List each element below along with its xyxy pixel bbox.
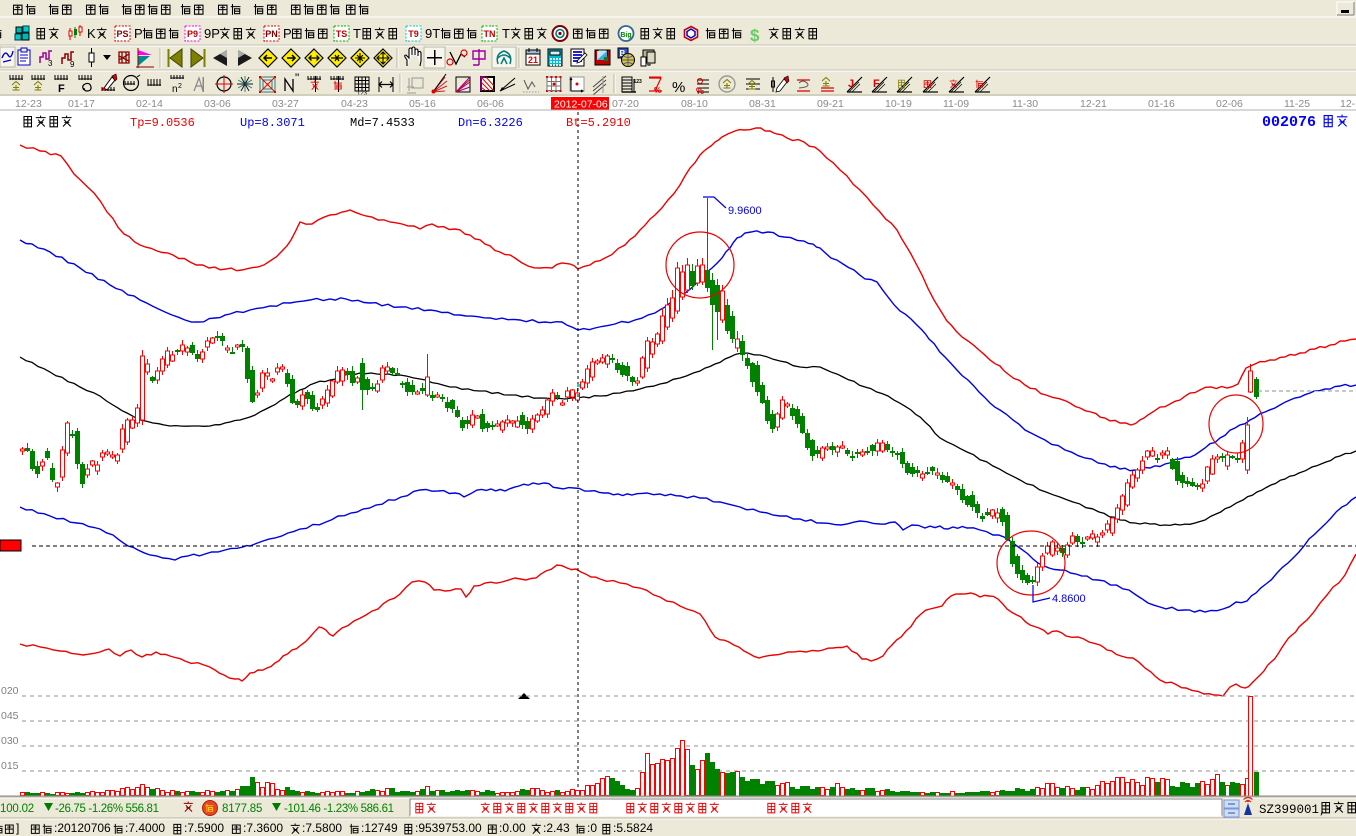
svg-text:03-06: 03-06 <box>204 98 231 110</box>
svg-text:08-31: 08-31 <box>749 98 776 110</box>
svg-text:n: n <box>172 84 178 95</box>
svg-text:10-19: 10-19 <box>885 98 912 110</box>
svg-text:01-17: 01-17 <box>68 98 95 110</box>
svg-text::9539753.00: :9539753.00 <box>415 821 482 835</box>
svg-text::7.3600: :7.3600 <box>243 821 283 835</box>
svg-text:9P: 9P <box>204 26 220 41</box>
svg-text:T: T <box>502 26 510 41</box>
svg-text:02-14: 02-14 <box>136 98 163 110</box>
svg-text:%: % <box>654 86 661 95</box>
svg-text:P: P <box>134 26 143 41</box>
svg-text:Bt=5.2910: Bt=5.2910 <box>566 116 631 130</box>
svg-text::12749: :12749 <box>361 821 398 835</box>
svg-text:Up=8.3071: Up=8.3071 <box>240 116 305 130</box>
svg-text:4.8600: 4.8600 <box>1052 593 1086 605</box>
svg-text:SZ399001,: SZ399001, <box>1259 803 1327 817</box>
svg-text:9T: 9T <box>425 26 440 41</box>
svg-text:12-1: 12-1 <box>1340 98 1356 110</box>
svg-text:P: P <box>283 26 292 41</box>
svg-text:09-21: 09-21 <box>817 98 844 110</box>
svg-text:-101.46 -1.23% 586.61: -101.46 -1.23% 586.61 <box>284 803 394 815</box>
svg-text:Big: Big <box>620 32 631 39</box>
svg-text::7.5800: :7.5800 <box>302 821 342 835</box>
svg-text:12-21: 12-21 <box>1080 98 1107 110</box>
svg-text::7.5900: :7.5900 <box>184 821 224 835</box>
svg-text:T9: T9 <box>408 29 419 39</box>
svg-text::2.43: :2.43 <box>543 821 570 835</box>
svg-text:TS: TS <box>336 29 348 39</box>
svg-text:015: 015 <box>1 760 19 772</box>
svg-text:B: B <box>620 49 626 58</box>
svg-text:030: 030 <box>1 735 19 747</box>
svg-text:Dn=6.3226: Dn=6.3226 <box>458 116 523 130</box>
svg-text:%: % <box>696 86 704 96</box>
svg-text:J: J <box>848 78 854 90</box>
svg-text::7.4000: :7.4000 <box>125 821 165 835</box>
svg-text:05-16: 05-16 <box>409 98 436 110</box>
svg-text:100.02: 100.02 <box>0 803 34 815</box>
svg-text:123: 123 <box>634 79 643 85</box>
svg-text:": " <box>295 71 299 85</box>
svg-text::5.5824: :5.5824 <box>613 821 653 835</box>
svg-text:04-23: 04-23 <box>341 98 368 110</box>
svg-text::0.00: :0.00 <box>499 821 526 835</box>
svg-text:002076: 002076 <box>1262 114 1316 131</box>
svg-text:]: ] <box>16 821 19 835</box>
svg-text:03-27: 03-27 <box>272 98 299 110</box>
svg-text:21: 21 <box>528 55 538 65</box>
svg-text:08-10: 08-10 <box>681 98 708 110</box>
svg-text:-26.75 -1.26% 556.81: -26.75 -1.26% 556.81 <box>55 803 159 815</box>
svg-text:2012-07-06: 2012-07-06 <box>554 99 608 111</box>
svg-text:020: 020 <box>1 685 19 697</box>
svg-text:3: 3 <box>48 59 53 68</box>
svg-text:11-30: 11-30 <box>1012 98 1038 110</box>
svg-text:9.9600: 9.9600 <box>728 205 762 217</box>
svg-text:P9: P9 <box>187 29 198 39</box>
svg-text:F: F <box>58 83 65 95</box>
svg-text:TN: TN <box>484 29 496 39</box>
svg-text:11-09: 11-09 <box>943 98 969 110</box>
svg-text:T: T <box>353 26 361 41</box>
svg-text:045: 045 <box>1 710 19 722</box>
svg-text:06-06: 06-06 <box>477 98 504 110</box>
svg-text:9: 9 <box>70 60 75 69</box>
svg-text:Tp=9.0536: Tp=9.0536 <box>130 116 195 130</box>
svg-text:F: F <box>873 78 880 90</box>
svg-text:Md=7.4533: Md=7.4533 <box>350 116 415 130</box>
svg-text::0: :0 <box>587 821 597 835</box>
svg-text:$: $ <box>750 26 760 45</box>
svg-text:11-25: 11-25 <box>1284 98 1310 110</box>
svg-text:%: % <box>672 79 685 96</box>
svg-text:PS: PS <box>116 29 128 39</box>
svg-text:02-06: 02-06 <box>1216 98 1243 110</box>
svg-text::20120706: :20120706 <box>54 821 111 835</box>
svg-text:PN: PN <box>265 29 278 39</box>
svg-text:12-23: 12-23 <box>15 98 42 110</box>
svg-text:01-16: 01-16 <box>1148 98 1175 110</box>
svg-text:8177.85: 8177.85 <box>222 803 262 815</box>
svg-text:K: K <box>87 26 96 41</box>
svg-text:07-20: 07-20 <box>612 98 639 110</box>
svg-text:123: 123 <box>357 91 368 97</box>
svg-text:2: 2 <box>178 83 182 90</box>
